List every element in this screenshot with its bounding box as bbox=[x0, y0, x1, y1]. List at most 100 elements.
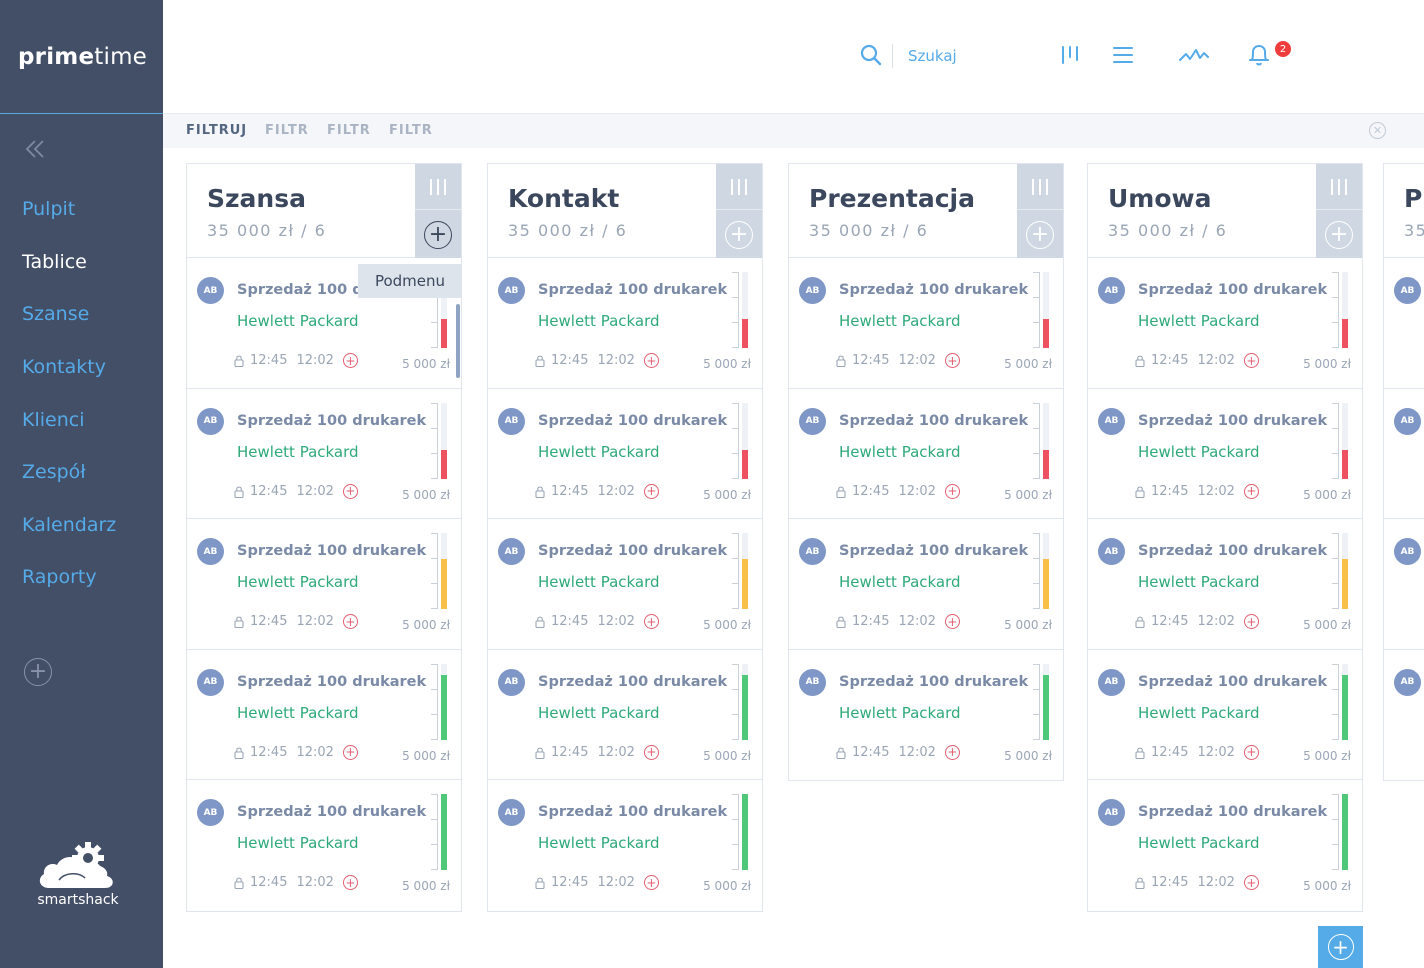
card-add-icon[interactable]: + bbox=[643, 353, 659, 368]
search-input[interactable] bbox=[908, 42, 1028, 70]
sidebar-item-kalendarz[interactable]: Kalendarz bbox=[22, 513, 117, 536]
card-add-icon[interactable]: + bbox=[643, 483, 659, 499]
deal-card[interactable]: AB Sprzedaż 100 drukarek Hewlett Packard 12… bbox=[789, 389, 1063, 519]
board-view-icon[interactable] bbox=[1059, 42, 1081, 68]
deal-card[interactable]: AB Sprzedaż 100 drukarek Hewlett Packard 12… bbox=[1088, 650, 1362, 780]
card-value: 5 000 zł bbox=[1004, 357, 1052, 371]
search-icon[interactable] bbox=[859, 42, 883, 68]
card-add-icon[interactable]: + bbox=[1243, 875, 1259, 890]
sidebar-add-button[interactable]: + bbox=[24, 658, 52, 686]
deal-card[interactable]: AB Sprzedaż 100 drukarek Hewlett Packard 12… bbox=[187, 650, 461, 780]
card-add-icon[interactable]: + bbox=[342, 875, 358, 890]
deal-card[interactable]: AB Sprzedaż 100 drukarek Hewlett Packard 12… bbox=[187, 519, 461, 650]
activity-chart-icon[interactable] bbox=[1179, 42, 1209, 68]
meter-fill bbox=[742, 674, 748, 740]
deal-card[interactable]: AB Sprzedaż 100 drukarek Hewlett Packard 12… bbox=[187, 389, 461, 519]
column-menu-icon[interactable] bbox=[1017, 164, 1063, 210]
search-separator bbox=[892, 44, 893, 68]
column-add-button[interactable]: + bbox=[1017, 211, 1063, 258]
deal-card[interactable]: AB bbox=[1384, 389, 1424, 519]
filter-tab[interactable]: FILTR bbox=[327, 123, 371, 138]
card-add-icon[interactable]: + bbox=[944, 614, 960, 629]
deal-card[interactable]: AB Sprzedaż 100 drukarek Hewlett Packard 12… bbox=[187, 780, 461, 911]
logo-light-part: time bbox=[94, 43, 148, 70]
column-menu-icon[interactable] bbox=[1316, 164, 1362, 210]
card-add-icon[interactable]: + bbox=[944, 483, 960, 499]
deal-card[interactable]: AB Sprzedaż 100 drukarek Hewlett Packard 12… bbox=[1088, 389, 1362, 519]
column-add-button[interactable]: + bbox=[415, 211, 461, 258]
deal-card[interactable]: AB Sprzedaż 100 drukarek Hewlett Packard 12… bbox=[1088, 519, 1362, 650]
card-add-icon[interactable]: + bbox=[342, 483, 358, 499]
lock-icon bbox=[535, 746, 545, 759]
card-add-icon[interactable]: + bbox=[643, 875, 659, 890]
card-add-icon[interactable]: + bbox=[342, 744, 358, 760]
column-add-button[interactable]: + bbox=[1316, 211, 1362, 258]
deal-card[interactable]: AB Sprzedaż 100 drukarek Hewlett Packard 12… bbox=[488, 650, 762, 780]
deal-card[interactable]: AB bbox=[1384, 650, 1424, 781]
card-avatar: AB bbox=[197, 407, 224, 435]
add-card-button[interactable]: + bbox=[1318, 926, 1363, 968]
deal-card[interactable]: AB Sprzedaż 100 drukarek Hewlett Packard 12… bbox=[488, 780, 762, 911]
sidebar-item-kontakty[interactable]: Kontakty bbox=[22, 356, 106, 379]
deal-card[interactable]: AB bbox=[1384, 258, 1424, 389]
card-value: 5 000 zł bbox=[402, 748, 450, 763]
card-value: 5 000 zł bbox=[703, 879, 751, 893]
card-company: Hewlett Packard bbox=[839, 442, 961, 461]
filter-tab[interactable]: FILTR bbox=[389, 123, 433, 138]
meter-scale bbox=[731, 533, 739, 609]
close-icon[interactable]: ✕ bbox=[1369, 122, 1386, 139]
card-add-icon[interactable]: + bbox=[1243, 483, 1259, 499]
card-title: Sprzedaż 100 drukarek bbox=[538, 673, 728, 690]
probability-meter bbox=[1043, 533, 1049, 609]
sidebar-item-raporty[interactable]: Raporty bbox=[22, 566, 97, 589]
deal-card[interactable]: AB Sprzedaż 100 drukarek Hewlett Packard 12… bbox=[1088, 258, 1362, 389]
card-add-icon[interactable]: + bbox=[944, 744, 960, 760]
deal-card[interactable]: AB Sprzedaż 100 drukarek Hewlett Packard 12… bbox=[488, 258, 762, 389]
card-avatar: AB bbox=[197, 538, 224, 565]
column-scrollbar[interactable] bbox=[456, 304, 460, 378]
lock-icon bbox=[1135, 615, 1145, 629]
column-title: Umowa bbox=[1108, 184, 1212, 213]
board-column: Prezentacja 35 000 zł / 6 + AB Sprzedaż 100 … bbox=[788, 163, 1064, 781]
probability-meter bbox=[742, 794, 748, 870]
card-meta: 12:45 12:02 + bbox=[535, 614, 659, 629]
deal-card[interactable]: AB bbox=[1384, 519, 1424, 650]
deal-card[interactable]: AB Sprzedaż 100 drukarek Hewlett Packard 12… bbox=[1088, 780, 1362, 911]
card-add-icon[interactable]: + bbox=[1243, 744, 1259, 760]
list-view-icon[interactable] bbox=[1112, 42, 1134, 68]
filter-tab[interactable]: FILTR bbox=[265, 123, 309, 138]
card-meta: 12:45 12:02 + bbox=[234, 875, 358, 890]
card-add-icon[interactable]: + bbox=[342, 353, 358, 368]
deal-card[interactable]: AB Sprzedaż 100 drukarek Hewlett Packard 12… bbox=[488, 519, 762, 650]
column-header: Szansa 35 000 zł / 6 + bbox=[187, 164, 461, 258]
sidebar-item-klienci[interactable]: Klienci bbox=[22, 408, 85, 431]
double-chevron-left-icon[interactable] bbox=[22, 136, 48, 164]
sidebar-item-szanse[interactable]: Szanse bbox=[22, 303, 90, 326]
card-meta: 12:45 12:02 + bbox=[234, 744, 358, 760]
deal-card[interactable]: AB Sprzedaż 100 drukarek Hewlett Packard 12… bbox=[789, 650, 1063, 781]
card-time-start: 12:45 bbox=[250, 875, 288, 890]
card-add-icon[interactable]: + bbox=[643, 614, 659, 629]
card-value: 5 000 zł bbox=[402, 879, 450, 893]
card-meta: 12:45 12:02 + bbox=[1135, 353, 1259, 368]
deal-card[interactable]: AB Sprzedaż 100 drukarek Hewlett Packard 12… bbox=[488, 389, 762, 519]
card-add-icon[interactable]: + bbox=[643, 744, 659, 760]
bell-icon[interactable] bbox=[1247, 42, 1271, 68]
card-add-icon[interactable]: + bbox=[342, 614, 358, 629]
deal-card[interactable]: AB Sprzedaż 100 drukarek Hewlett Packard 12… bbox=[789, 519, 1063, 650]
deal-card[interactable]: AB Sprzedaż 100 dr Hewlett Packard 12:45 12:… bbox=[187, 258, 461, 389]
app-logo[interactable]: primetime bbox=[18, 44, 147, 70]
column-add-button[interactable]: + bbox=[716, 211, 762, 258]
column-menu-icon[interactable] bbox=[415, 164, 461, 210]
sidebar-item-pulpit[interactable]: Pulpit bbox=[22, 198, 76, 221]
card-add-icon[interactable]: + bbox=[1243, 353, 1259, 368]
card-add-icon[interactable]: + bbox=[944, 353, 960, 368]
sidebar-item-tablice[interactable]: Tablice bbox=[22, 250, 87, 273]
card-add-icon[interactable]: + bbox=[1243, 614, 1259, 629]
filter-tab[interactable]: FILTRUJ bbox=[186, 123, 248, 138]
column-menu-icon[interactable] bbox=[716, 164, 762, 210]
sidebar-item-zespół[interactable]: Zespół bbox=[22, 461, 86, 484]
deal-card[interactable]: AB Sprzedaż 100 drukarek Hewlett Packard 12… bbox=[789, 258, 1063, 389]
meter-scale bbox=[430, 663, 438, 740]
submenu-popup[interactable]: Podmenu bbox=[358, 264, 462, 298]
